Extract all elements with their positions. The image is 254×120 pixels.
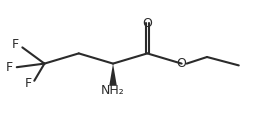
Text: F: F	[12, 39, 19, 51]
Text: O: O	[142, 17, 152, 30]
Text: NH₂: NH₂	[101, 84, 125, 97]
Text: F: F	[24, 77, 31, 90]
Polygon shape	[109, 64, 117, 86]
Text: O: O	[177, 57, 186, 70]
Text: F: F	[6, 61, 13, 74]
